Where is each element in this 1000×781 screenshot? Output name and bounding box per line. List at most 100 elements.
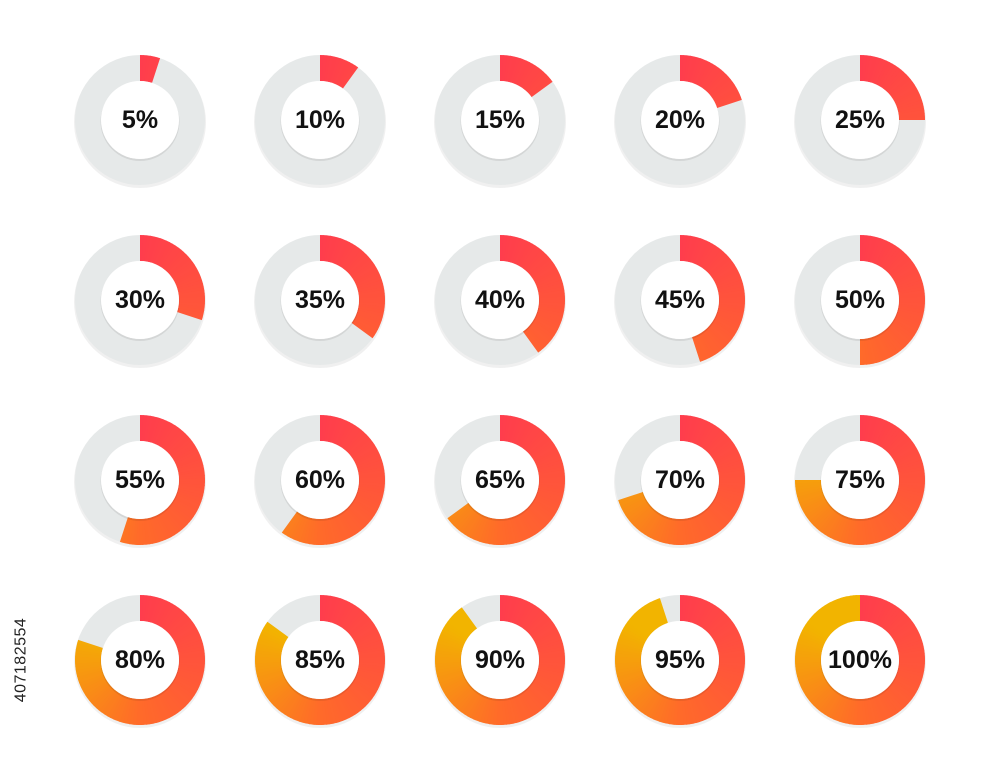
- donut-arc-segment: [797, 669, 823, 681]
- donut-chart: 95%: [614, 594, 746, 728]
- donut-arc-segment: [158, 512, 175, 538]
- donut-arc-segment: [890, 79, 913, 98]
- donut-arc-segment: [891, 81, 915, 100]
- donut-arc-segment: [687, 697, 697, 724]
- donut-arc-segment: [502, 55, 508, 82]
- donut-arc-segment: [699, 603, 716, 628]
- donut-arc-segment: [435, 645, 462, 654]
- donut-arc-segment: [101, 691, 119, 715]
- donut-arc-segment: [795, 485, 822, 494]
- donut-arc-segment: [172, 500, 196, 518]
- donut-chart: 80%: [74, 594, 206, 728]
- donut-arc-segment: [439, 632, 465, 647]
- donut-arc-segment: [322, 595, 328, 622]
- donut-arc-segment: [256, 667, 283, 677]
- donut-arc-segment: [898, 286, 925, 295]
- donut-arc-segment: [147, 517, 157, 544]
- donut-arc-segment: [449, 684, 472, 704]
- donut-arc-segment: [165, 508, 186, 530]
- donut-arc-segment: [146, 55, 155, 82]
- donut-arc-segment: [319, 698, 324, 725]
- donut-svg: [614, 235, 746, 368]
- donut-arc-segment: [119, 517, 130, 543]
- donut-arc-segment: [798, 636, 824, 648]
- donut-arc-segment: [894, 270, 920, 285]
- donut-arc-segment: [504, 235, 511, 262]
- donut-arc-segment: [530, 322, 553, 342]
- donut-arc-segment: [531, 681, 555, 699]
- donut-value-arc: [435, 595, 565, 725]
- donut-arc-segment: [533, 267, 559, 283]
- donut-arc-segment: [345, 507, 366, 529]
- donut-arc-segment: [712, 444, 737, 461]
- donut-arc-segment: [302, 517, 312, 544]
- donut-arc-segment: [167, 254, 189, 275]
- donut-arc-segment: [646, 513, 663, 538]
- donut-arc-segment: [339, 512, 356, 537]
- donut-arc-segment: [816, 609, 836, 632]
- donut-arc-segment: [104, 692, 121, 717]
- donut-arc-segment: [871, 516, 884, 543]
- donut-arc-segment: [333, 599, 348, 625]
- donut-arc-segment: [656, 696, 668, 722]
- donut-arc-segment: [882, 330, 901, 353]
- donut-arc-segment: [177, 461, 204, 472]
- donut-arc-segment: [536, 670, 563, 681]
- donut-arc-segment: [811, 613, 833, 634]
- donut-chart: 70%: [614, 414, 746, 548]
- donut-arc-segment: [259, 632, 285, 647]
- donut-arc-segment: [170, 619, 193, 638]
- donut-arc-segment: [519, 243, 536, 268]
- donut-center: [641, 621, 719, 699]
- donut-arc-segment: [711, 321, 735, 339]
- donut-arc-segment: [704, 249, 724, 272]
- donut-arc-segment: [873, 419, 888, 445]
- donut-arc-segment: [619, 673, 645, 687]
- donut-arc-segment: [116, 696, 128, 722]
- donut-arc-segment: [168, 435, 191, 456]
- donut-arc-segment: [852, 518, 858, 545]
- donut-arc-segment: [701, 425, 719, 449]
- donut-arc-segment: [821, 605, 840, 629]
- donut-arc-segment: [147, 416, 158, 443]
- donut-center: [461, 621, 539, 699]
- donut-arc-segment: [358, 476, 385, 481]
- donut-arc-segment: [495, 698, 500, 725]
- donut-arc-segment: [884, 609, 904, 632]
- donut-arc-segment: [527, 254, 549, 275]
- donut-arc-segment: [862, 595, 868, 622]
- donut-arc-segment: [152, 238, 164, 264]
- donut-arc-segment: [83, 679, 108, 696]
- donut-arc-segment: [292, 515, 307, 541]
- donut-arc-segment: [157, 421, 173, 447]
- donut-arc-segment: [832, 515, 847, 541]
- donut-arc-segment: [538, 662, 565, 668]
- donut-arc-segment: [868, 596, 878, 623]
- donut-arc-segment: [522, 330, 541, 353]
- donut-arc-segment: [616, 667, 643, 677]
- donut-arc-segment: [485, 698, 494, 725]
- donut-arc-segment: [662, 697, 672, 724]
- donut-arc-segment: [358, 484, 385, 491]
- donut-arc-segment: [689, 697, 701, 723]
- donut-arc-segment: [869, 517, 881, 543]
- donut-arc-segment: [530, 259, 553, 278]
- donut-arc-segment: [809, 616, 832, 636]
- donut-arc-segment: [346, 251, 367, 273]
- donut-arc-segment: [898, 662, 925, 668]
- donut-arc-segment: [472, 695, 487, 721]
- donut-arc-segment: [712, 499, 737, 516]
- donut-arc-segment: [142, 415, 148, 442]
- donut-arc-segment: [355, 273, 381, 287]
- donut-arc-segment: [350, 502, 373, 522]
- donut-arc-segment: [522, 427, 542, 450]
- donut-arc-segment: [538, 296, 565, 301]
- donut-arc-segment: [713, 317, 738, 334]
- donut-arc-segment: [713, 677, 738, 694]
- donut-arc-segment: [702, 427, 722, 450]
- donut-arc-segment: [358, 286, 385, 295]
- donut-arc-segment: [538, 476, 565, 481]
- donut-arc-segment: [641, 605, 660, 629]
- donut-arc-segment: [638, 690, 658, 713]
- donut-arc-segment: [702, 510, 721, 533]
